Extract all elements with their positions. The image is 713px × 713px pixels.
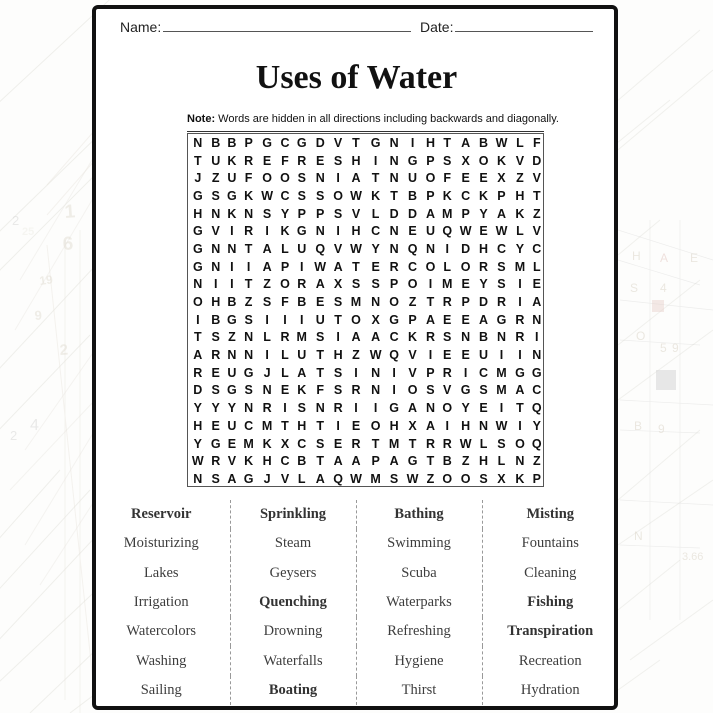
svg-text:19: 19 — [38, 272, 53, 288]
svg-text:B: B — [634, 419, 642, 433]
svg-text:H: H — [632, 249, 641, 263]
svg-text:5: 5 — [660, 341, 667, 355]
svg-text:2: 2 — [12, 213, 19, 228]
svg-text:4: 4 — [660, 281, 667, 295]
svg-text:9: 9 — [34, 307, 43, 323]
svg-text:N: N — [634, 529, 643, 543]
svg-text:1: 1 — [64, 201, 76, 223]
svg-text:9: 9 — [658, 422, 665, 436]
svg-text:9: 9 — [672, 341, 679, 355]
svg-text:25: 25 — [22, 226, 34, 238]
svg-text:2: 2 — [10, 428, 17, 443]
svg-text:6: 6 — [62, 233, 74, 255]
svg-text:4: 4 — [30, 417, 39, 434]
svg-text:A: A — [660, 251, 668, 265]
svg-text:S: S — [630, 281, 638, 295]
svg-text:O: O — [636, 329, 645, 343]
svg-text:3.66: 3.66 — [682, 551, 703, 563]
svg-text:2: 2 — [59, 341, 69, 359]
svg-text:E: E — [690, 251, 698, 265]
